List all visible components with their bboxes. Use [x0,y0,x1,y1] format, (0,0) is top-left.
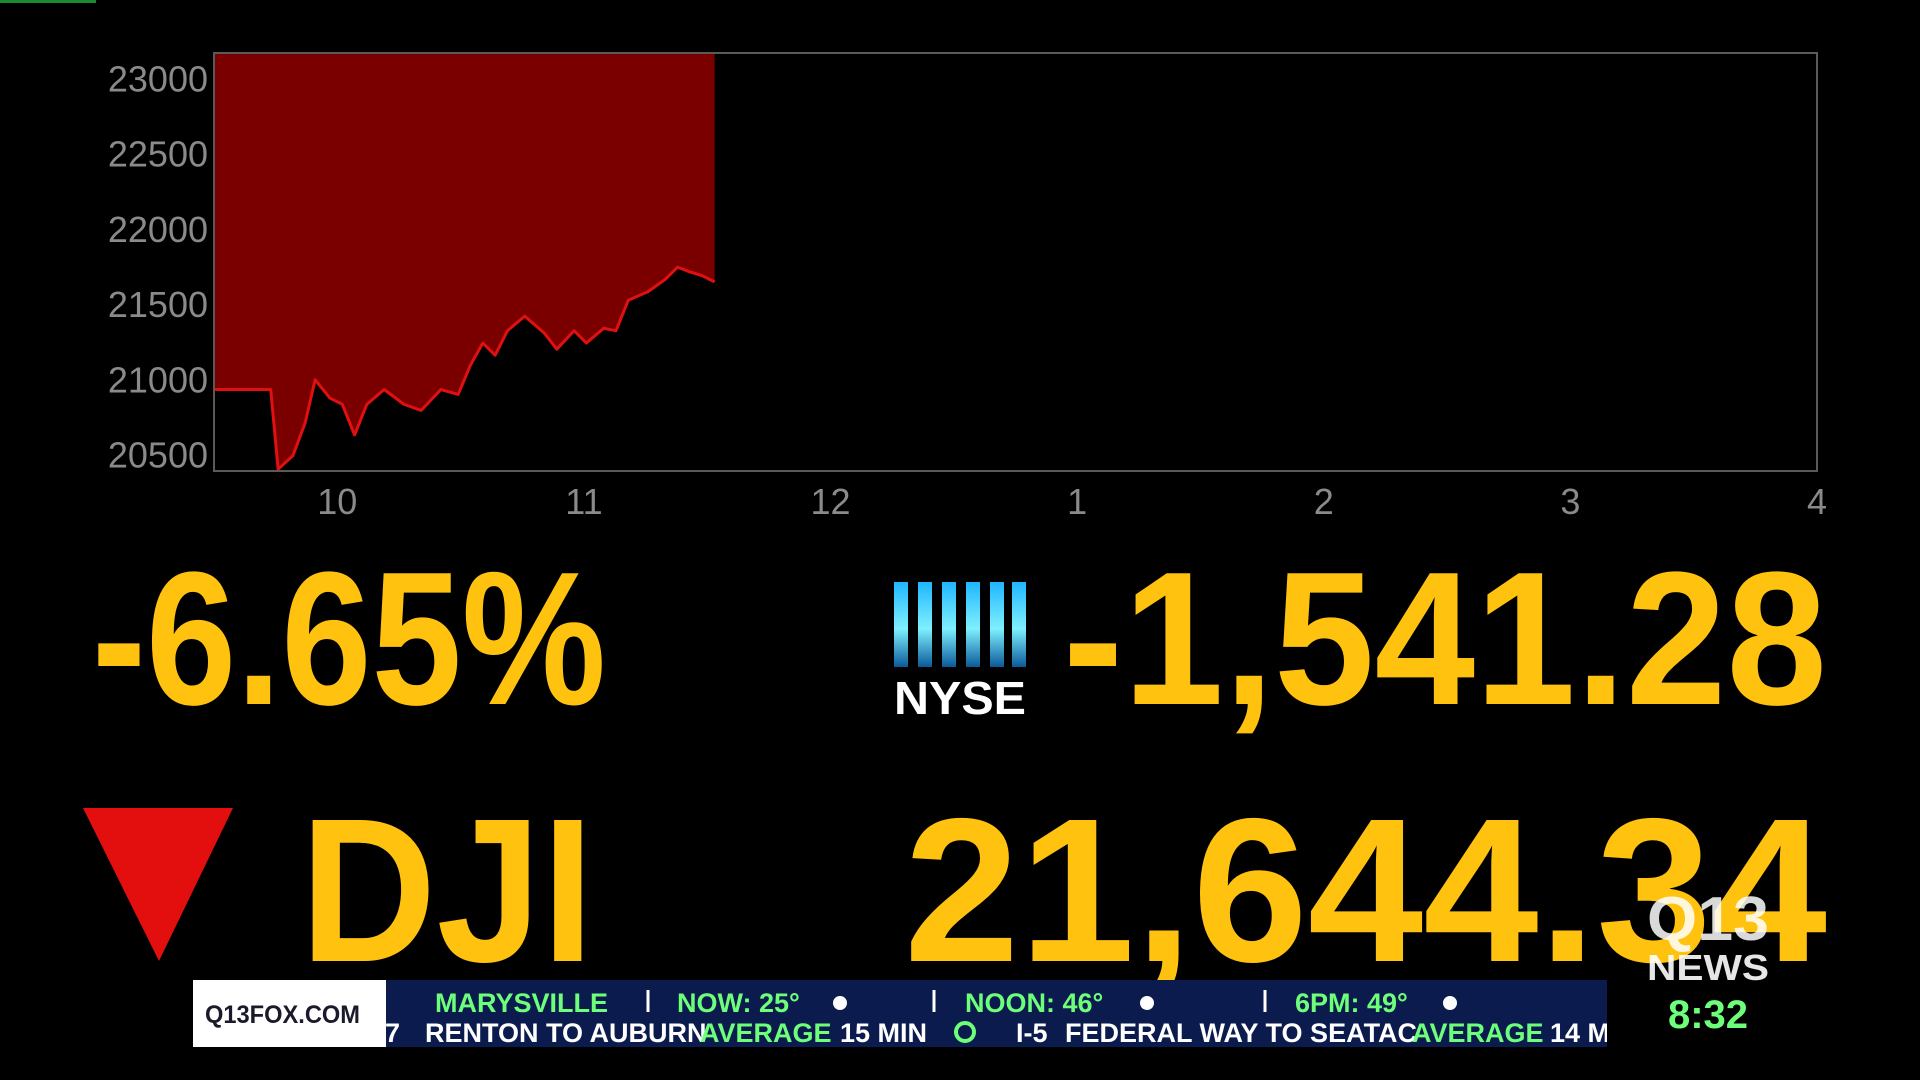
brand-name: NEWS [1647,947,1769,988]
percent-change: -6.65% [92,533,606,745]
traffic-route: I-5 [1016,1018,1048,1048]
q-icon [954,1021,976,1043]
site-box [193,980,386,1047]
traffic-status: AVERAGE [1412,1018,1544,1048]
weather-6pm: 6PM: 49° [1295,988,1408,1018]
traffic-time: 15 MIN [840,1018,927,1048]
clock: 8:32 [1668,993,1748,1037]
price: 21,644.34 [904,776,1827,1005]
weather-noon: NOON: 46° [965,988,1103,1018]
site: Q13FOX.COM [205,1001,360,1029]
x-tick-label: 1 [1067,481,1087,522]
point-change: -1,541.28 [1063,533,1827,745]
brand: Q13 [1647,885,1769,954]
exchange: NYSE [894,672,1026,724]
y-tick-label: 21500 [108,284,208,325]
y-tick-label: 21000 [108,359,208,400]
nyse-logo: NYSE [894,582,1026,724]
down-arrow [83,808,233,961]
y-tick-label: 22000 [108,209,208,250]
y-tick-label: 20500 [108,434,208,475]
x-tick-label: 3 [1560,481,1580,522]
traffic-route: 57 [370,1018,400,1048]
y-tick-label: 23000 [108,59,208,100]
x-tick-label: 11 [565,481,602,522]
corner-bar [0,0,96,3]
line [214,265,716,471]
traffic-status: AVERAGE [700,1018,832,1048]
area-fill [214,53,715,470]
symbol: DJI [300,776,594,1005]
weather-city: MARYSVILLE [435,988,608,1018]
station-logo: Q13 NEWS 8:32 [1647,885,1769,1037]
ticker: Q13FOX.COM MARYSVILLE NOW: 25° NOON: 46°… [193,980,1618,1048]
traffic-segment: FEDERAL WAY TO SEATAC [1065,1018,1417,1048]
ticker-band [386,980,1607,1047]
x-tick-label: 10 [317,481,357,522]
x-tick-label: 4 [1807,481,1827,522]
plot-frame [213,52,1818,472]
x-tick-label: 2 [1314,481,1334,522]
y-tick-label: 22500 [108,134,208,175]
x-tick-label: 12 [811,481,851,522]
traffic-time: 14 MI [1550,1018,1618,1048]
weather-now: NOW: 25° [677,988,800,1018]
traffic-segment: RENTON TO AUBURN [425,1018,707,1048]
